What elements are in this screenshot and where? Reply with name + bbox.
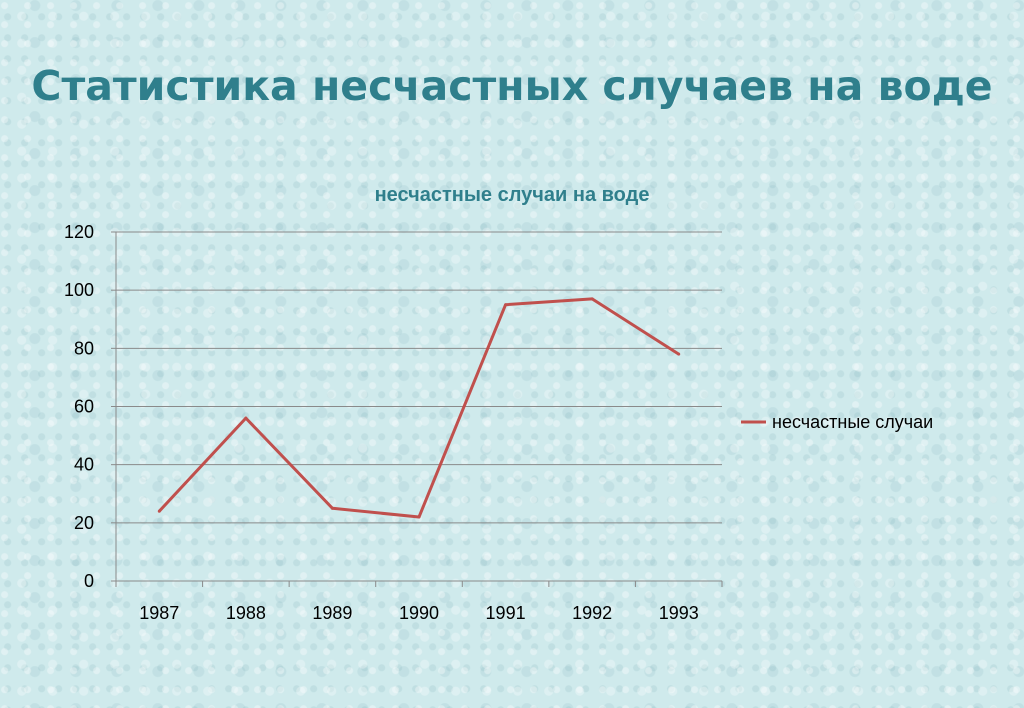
chart-title: несчастные случаи на воде bbox=[375, 184, 650, 206]
gridlines bbox=[111, 231, 722, 582]
y-tick-label: 60 bbox=[74, 397, 94, 417]
data-point bbox=[590, 297, 594, 301]
data-point bbox=[157, 509, 161, 513]
series-line bbox=[158, 297, 680, 519]
legend-label: несчастные случаи bbox=[772, 412, 933, 432]
y-tick-label: 120 bbox=[64, 222, 94, 242]
y-tick-label: 20 bbox=[74, 513, 94, 533]
series-lines bbox=[157, 297, 681, 519]
axes bbox=[115, 232, 723, 587]
y-tick-labels: 0 20 40 60 80 100 120 bbox=[64, 222, 94, 591]
legend: несчастные случаи bbox=[741, 412, 933, 432]
x-tick-labels: 1987 1988 1989 1990 1991 1992 1993 bbox=[139, 603, 698, 623]
y-tick-label: 80 bbox=[74, 338, 94, 358]
y-tick-label: 40 bbox=[74, 455, 94, 475]
data-point bbox=[417, 515, 421, 519]
x-tick-label: 1992 bbox=[572, 603, 612, 623]
data-point bbox=[330, 506, 334, 510]
x-tick-label: 1987 bbox=[139, 603, 179, 623]
data-point bbox=[677, 352, 681, 356]
x-tick-label: 1990 bbox=[399, 603, 439, 623]
y-tick-label: 100 bbox=[64, 280, 94, 300]
x-tick-label: 1988 bbox=[226, 603, 266, 623]
data-point bbox=[504, 303, 508, 307]
x-tick-label: 1991 bbox=[486, 603, 526, 623]
x-tick-label: 1993 bbox=[659, 603, 699, 623]
data-point bbox=[244, 416, 248, 420]
x-tick-label: 1989 bbox=[312, 603, 352, 623]
slide-title: Статистика несчастных случаев на воде bbox=[31, 62, 993, 110]
y-tick-label: 0 bbox=[84, 571, 94, 591]
